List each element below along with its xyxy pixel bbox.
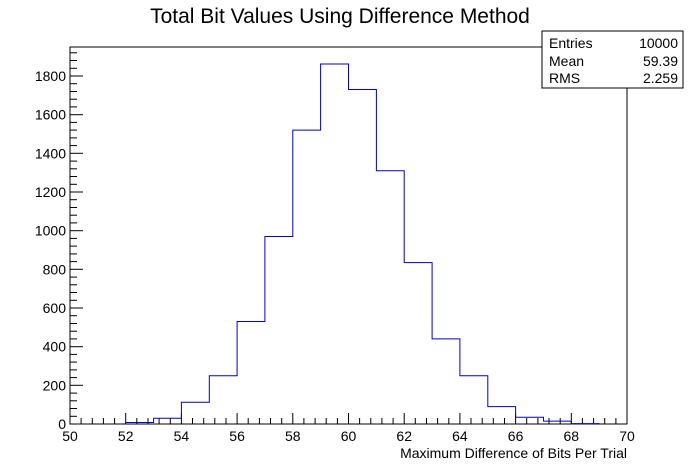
x-axis-tick-labels: 50 52 54 56 58 60 62 64 66 68 70: [62, 428, 635, 444]
y-tick-label: 1200: [35, 184, 66, 200]
histogram-bins: [126, 64, 600, 424]
stats-rms-value: 2.259: [643, 70, 678, 86]
stats-rms-label: RMS: [549, 70, 580, 86]
x-tick-label: 52: [118, 428, 134, 444]
y-tick-label: 200: [43, 377, 67, 393]
histogram-bin: [516, 417, 544, 424]
y-axis-tick-labels: 0 200 400 600 800 1000 1200 1400 1600 1800: [35, 68, 66, 432]
histogram-bin: [237, 322, 265, 425]
y-tick-label: 400: [43, 339, 67, 355]
y-tick-label: 1400: [35, 145, 66, 161]
stats-entries-label: Entries: [549, 35, 593, 51]
histogram-bin: [349, 90, 377, 425]
histogram-bin: [376, 171, 404, 424]
chart-title: Total Bit Values Using Difference Method: [150, 5, 530, 28]
histogram-bin: [293, 130, 321, 424]
y-tick-label: 800: [43, 261, 67, 277]
histogram-bin: [265, 237, 293, 425]
x-axis-ticks: [69, 413, 628, 424]
x-tick-label: 60: [341, 428, 357, 444]
x-tick-label: 70: [619, 428, 635, 444]
stats-box: Entries 10000 Mean 59.39 RMS 2.259: [541, 30, 684, 89]
histogram-bin: [209, 376, 237, 424]
histogram-series: [125, 63, 600, 425]
y-tick-label: 1000: [35, 223, 66, 239]
y-axis-ticks: [70, 52, 83, 425]
y-tick-label: 1600: [35, 107, 66, 123]
histogram-bin: [154, 418, 182, 424]
histogram-bin: [460, 376, 488, 424]
x-tick-label: 68: [564, 428, 580, 444]
stats-mean-label: Mean: [549, 53, 584, 69]
stats-box-frame: [541, 30, 684, 89]
x-tick-label: 66: [508, 428, 524, 444]
x-tick-label: 58: [285, 428, 301, 444]
stats-entries-value: 10000: [639, 35, 678, 51]
stats-mean-value: 59.39: [643, 53, 678, 69]
y-tick-label: 1800: [35, 68, 66, 84]
histogram-bin: [404, 263, 432, 424]
y-tick-label: 0: [58, 416, 66, 432]
y-tick-label: 600: [43, 300, 67, 316]
x-tick-label: 64: [452, 428, 468, 444]
x-tick-label: 56: [229, 428, 245, 444]
histogram-bin: [126, 423, 154, 425]
x-axis-title: Maximum Difference of Bits Per Trial: [400, 445, 627, 461]
x-tick-label: 50: [62, 428, 78, 444]
histogram-bin: [488, 407, 516, 424]
histogram-bin: [544, 421, 572, 424]
histogram-bin: [432, 339, 460, 424]
histogram-bin: [321, 64, 349, 424]
x-tick-label: 54: [174, 428, 190, 444]
x-tick-label: 62: [396, 428, 412, 444]
histogram-bin: [181, 402, 209, 424]
